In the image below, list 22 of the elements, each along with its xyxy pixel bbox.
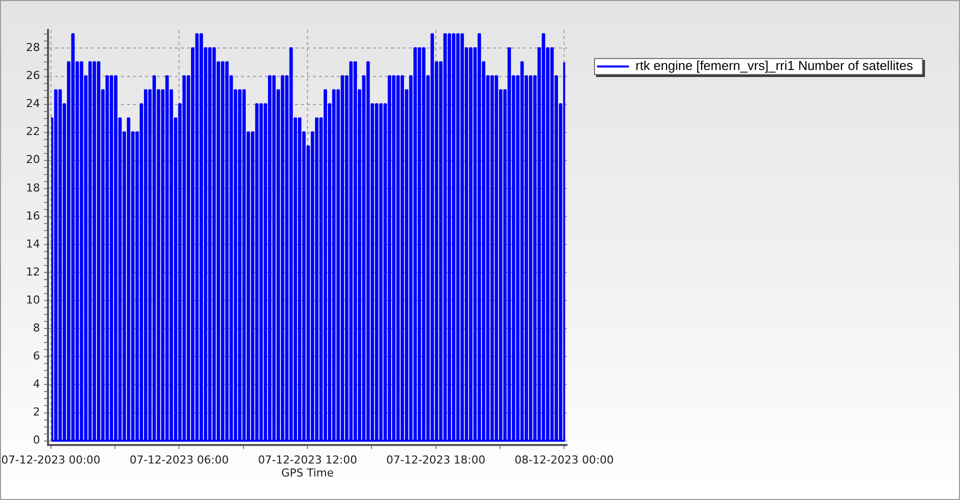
y-tick-label: 2	[33, 406, 40, 419]
y-tick-label: 8	[33, 321, 40, 334]
y-tick-label: 0	[33, 434, 40, 447]
x-tick-label: 08-12-2023 00:00	[514, 453, 614, 466]
y-tick-label: 4	[33, 378, 40, 391]
y-tick-label: 16	[26, 209, 40, 222]
y-tick-label: 10	[26, 293, 40, 306]
y-tick-label: 18	[26, 181, 40, 194]
y-tick-label: 6	[33, 350, 40, 363]
legend-label: rtk engine [femern_vrs]_rri1 Number of satellites	[636, 58, 914, 74]
y-tick-label: 26	[26, 69, 40, 82]
y-tick-label: 12	[26, 265, 40, 278]
y-tick-label: 28	[26, 41, 40, 54]
x-tick-label: 07-12-2023 18:00	[386, 453, 486, 466]
y-tick-label: 24	[26, 97, 40, 110]
x-tick-label: 07-12-2023 00:00	[1, 453, 100, 466]
x-tick-label: 07-12-2023 12:00	[258, 453, 358, 466]
y-tick-label: 14	[26, 237, 40, 250]
x-axis-title: GPS Time	[281, 466, 334, 480]
y-tick-label: 22	[26, 125, 40, 138]
y-tick-label: 20	[26, 153, 40, 166]
x-tick-label: 07-12-2023 06:00	[130, 453, 229, 466]
